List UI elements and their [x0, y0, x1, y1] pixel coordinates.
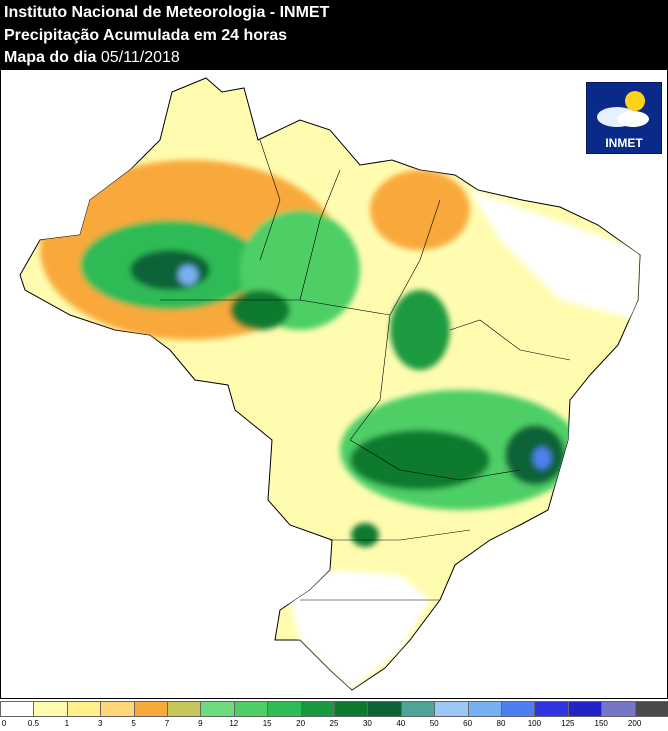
institute-title: Instituto Nacional de Meteorologia - INM…	[4, 4, 330, 21]
precipitation-legend: 0 0.5 1 3 5 7 9 12 15 20 25 30 40 50 60 80 100 125 150 200	[0, 700, 668, 731]
product-title: Precipitação Acumulada em 24 horas	[4, 27, 288, 44]
legend-swatch	[501, 701, 536, 717]
rain-area-south-core	[351, 523, 379, 547]
legend-tick-label: 1	[64, 719, 70, 728]
legend-tick-label: 15	[262, 719, 272, 728]
legend-tick-label: 40	[396, 719, 406, 728]
map-header: Instituto Nacional de Meteorologia - INM…	[0, 0, 668, 70]
map-date-label: Mapa do dia	[4, 49, 97, 66]
state-border	[299, 169, 341, 301]
legend-tick-label: 5	[131, 719, 136, 728]
legend-swatch	[534, 701, 569, 717]
legend-tick-label: 3	[97, 719, 103, 728]
legend-swatch	[467, 701, 502, 717]
legend-tick-label: 20	[296, 719, 306, 728]
state-border	[349, 439, 521, 481]
state-border	[330, 529, 471, 541]
legend-swatch	[300, 701, 335, 717]
legend-swatch	[66, 701, 102, 717]
legend-tick-label: 100	[527, 719, 542, 728]
legend-tick-label: 30	[362, 719, 372, 728]
legend-tick-label: 60	[463, 719, 473, 728]
legend-swatch	[567, 701, 603, 717]
legend-tick-label: 0.5	[27, 719, 39, 728]
rain-area-amazon-core	[130, 250, 210, 290]
sun-cloud-icon	[597, 91, 649, 127]
dry-area-south	[290, 570, 430, 690]
legend-swatch	[33, 701, 68, 717]
legend-swatch	[634, 701, 668, 717]
legend-swatch	[167, 701, 202, 717]
precipitation-fields	[40, 160, 640, 690]
legend-swatch	[133, 701, 168, 717]
state-border	[389, 199, 441, 316]
legend-tick-label: 12	[229, 719, 239, 728]
legend-tick-label: 50	[429, 719, 439, 728]
rain-area-southeast-core	[350, 430, 490, 490]
inmet-logo: INMET	[586, 82, 662, 154]
legend-swatch	[0, 701, 35, 717]
legend-swatch	[200, 701, 235, 717]
legend-swatch	[601, 701, 636, 717]
legend-tick-label: 25	[329, 719, 339, 728]
legend-swatch	[267, 701, 302, 717]
dry-area-northeast	[470, 190, 640, 320]
legend-tick-label: 0	[1, 719, 7, 728]
legend-swatch	[100, 701, 135, 717]
rain-area-central-west-core	[230, 290, 290, 330]
state-border	[449, 319, 571, 361]
rain-area-north-orange	[370, 170, 470, 250]
rain-area-minas-peak	[533, 447, 551, 469]
legend-swatch	[434, 701, 469, 717]
state-border	[259, 139, 281, 261]
logo-text: INMET	[605, 136, 643, 150]
legend-tick-label: 125	[561, 719, 575, 728]
state-borders	[160, 139, 571, 601]
legend-tick-label: 150	[594, 719, 608, 728]
legend-swatch	[334, 701, 369, 717]
rain-area-amazon-peak	[178, 265, 198, 285]
state-border	[349, 314, 391, 441]
legend-swatch	[367, 701, 402, 717]
map-date-value: 05/11/2018	[100, 49, 180, 66]
map-date-line: Mapa do dia 05/11/2018	[4, 48, 180, 68]
legend-tick-label: 9	[198, 719, 203, 728]
legend-tick-label: 80	[496, 719, 506, 728]
legend-tick-label: 7	[164, 719, 170, 728]
legend-tick-label: 200	[627, 719, 642, 728]
rain-area-tocantins	[390, 290, 450, 370]
legend-swatch	[233, 701, 269, 717]
legend-swatch	[400, 701, 436, 717]
